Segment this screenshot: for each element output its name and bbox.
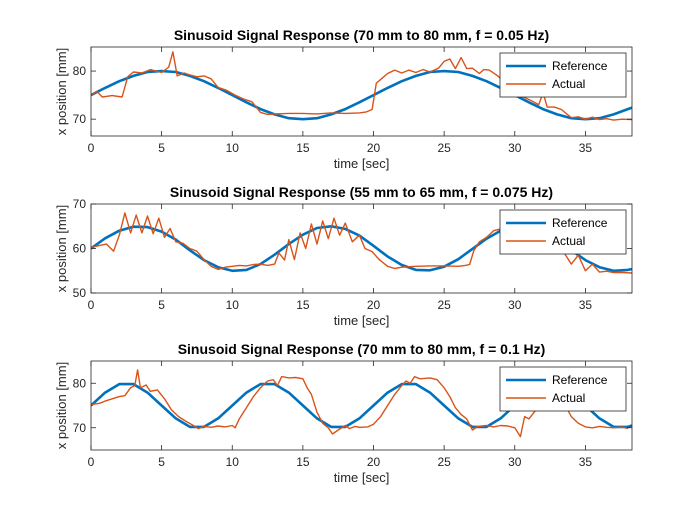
x-axis-label: time [sec] — [334, 470, 390, 485]
x-tick-label: 0 — [88, 455, 95, 469]
legend: Reference Actual — [499, 366, 627, 412]
x-axis-label: time [sec] — [334, 313, 390, 328]
x-tick-label: 15 — [296, 455, 310, 469]
legend-label-actual: Actual — [552, 77, 585, 91]
legend-box — [499, 209, 627, 255]
x-tick-label: 5 — [158, 298, 165, 312]
x-tick-label: 35 — [579, 455, 593, 469]
legend-box — [499, 52, 627, 98]
legend-label-actual: Actual — [552, 234, 585, 248]
axes-frame — [90, 46, 633, 137]
chart-panel-1: 0 5 10 15 20 25 30 35 70 80 Sinusoid Signal Respon… — [54, 27, 633, 171]
x-tick-label: 5 — [158, 455, 165, 469]
x-tick-label: 25 — [437, 298, 451, 312]
series-line-actual — [91, 369, 629, 438]
x-tick-label: 10 — [226, 141, 240, 155]
y-tick-label: 50 — [73, 286, 87, 300]
legend-label-reference: Reference — [552, 373, 608, 387]
legend-label-actual: Actual — [552, 391, 585, 405]
y-tick-label: 80 — [73, 64, 87, 78]
x-tick-label: 15 — [296, 141, 310, 155]
chart-panel-2: 0 5 10 15 20 25 30 35 50 60 70 Sinusoid Signal Resp… — [54, 184, 633, 328]
x-axis-label: time [sec] — [334, 156, 390, 171]
x-tick-label: 30 — [508, 141, 522, 155]
legend: Reference Actual — [499, 52, 627, 98]
x-tick-label: 0 — [88, 298, 95, 312]
y-axis-label: x position [mm] — [54, 362, 69, 449]
x-tick-label: 15 — [296, 298, 310, 312]
axes-frame — [90, 360, 633, 451]
x-tick-label: 35 — [579, 298, 593, 312]
x-tick-label: 30 — [508, 455, 522, 469]
x-tick-label: 20 — [367, 141, 381, 155]
chart-title: Sinusoid Signal Response (70 mm to 80 mm… — [174, 27, 549, 43]
x-tick-label: 5 — [158, 141, 165, 155]
chart-panel-3: 0 5 10 15 20 25 30 35 70 80 Sinusoid Signal Respon… — [54, 341, 633, 485]
x-tick-label: 0 — [88, 141, 95, 155]
x-tick-label: 30 — [508, 298, 522, 312]
x-tick-label: 20 — [367, 298, 381, 312]
legend-box — [499, 366, 627, 412]
y-tick-label: 60 — [73, 242, 87, 256]
x-tick-label: 10 — [226, 298, 240, 312]
chart-title: Sinusoid Signal Response (70 mm to 80 mm… — [178, 341, 546, 357]
legend-label-reference: Reference — [552, 59, 608, 73]
x-tick-label: 25 — [437, 455, 451, 469]
y-axis-label: x position [mm] — [54, 48, 69, 135]
legend: Reference Actual — [499, 209, 627, 255]
chart-title: Sinusoid Signal Response (55 mm to 65 mm… — [170, 184, 553, 200]
x-tick-label: 35 — [579, 141, 593, 155]
y-tick-label: 70 — [73, 112, 87, 126]
x-tick-label: 20 — [367, 455, 381, 469]
y-tick-label: 70 — [73, 197, 87, 211]
y-tick-label: 80 — [73, 376, 87, 390]
legend-label-reference: Reference — [552, 216, 608, 230]
y-axis-label: x position [mm] — [54, 205, 69, 292]
x-tick-label: 10 — [226, 455, 240, 469]
y-tick-label: 70 — [73, 421, 87, 435]
x-tick-label: 25 — [437, 141, 451, 155]
